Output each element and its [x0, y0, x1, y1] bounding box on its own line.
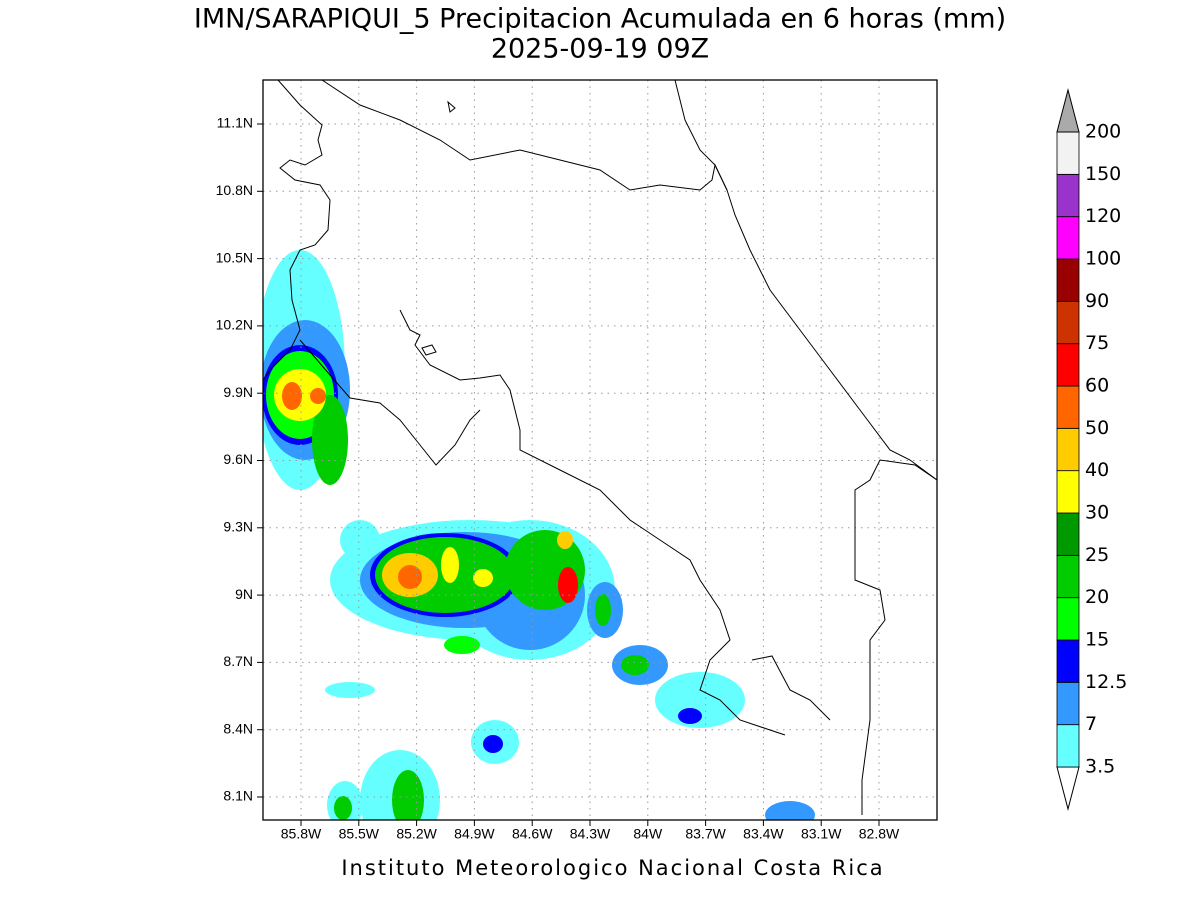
lon-label: 85.8W: [281, 826, 322, 842]
colorbar-label: 25: [1085, 544, 1109, 566]
subtitle: 2025-09-19 09Z: [491, 34, 709, 65]
precip-area: [334, 796, 352, 820]
colorbar-swatch: [1056, 681, 1080, 726]
lat-label: 8.7N: [223, 653, 253, 669]
lat-label: 9.9N: [223, 384, 253, 400]
lat-label: 10.2N: [216, 317, 253, 333]
lat-label: 10.5N: [216, 249, 253, 265]
precip-area: [558, 567, 578, 603]
coastline: [299, 339, 481, 466]
lat-label: 10.8N: [216, 182, 253, 198]
lon-label: 84W: [633, 826, 663, 842]
colorbar-label: 12.5: [1085, 671, 1127, 693]
precip-area: [310, 388, 326, 404]
colorbar-label: 20: [1085, 586, 1109, 608]
colorbar-label: 7: [1085, 713, 1097, 735]
lon-label: 84.6W: [512, 826, 553, 842]
lon-label: 83.4W: [743, 826, 784, 842]
precip-area: [398, 565, 422, 589]
lon-label: 85.5W: [339, 826, 380, 842]
colorbar-arrow: [1056, 88, 1080, 133]
island: [421, 344, 437, 356]
precip-area: [595, 594, 611, 626]
colorbar-label: 200: [1085, 121, 1121, 143]
precip-field: [263, 250, 815, 820]
precip-area: [473, 569, 493, 587]
precip-area: [444, 636, 480, 654]
colorbar-swatch: [1056, 131, 1080, 175]
lat-label: 9N: [235, 586, 253, 602]
island: [447, 100, 456, 113]
colorbar-swatch: [1056, 300, 1080, 345]
graticule: [263, 80, 937, 820]
colorbar-label: 60: [1085, 375, 1109, 397]
map-frame: [262, 79, 938, 821]
colorbar-label: 120: [1085, 205, 1121, 227]
coastline: [399, 309, 786, 736]
colorbar-swatch: [1056, 597, 1080, 641]
coastlines: [263, 80, 937, 815]
precip-area: [312, 395, 348, 485]
colorbar-label: 150: [1085, 163, 1121, 185]
lon-label: 84.9W: [454, 826, 495, 842]
colorbar-swatch: [1056, 385, 1080, 429]
colorbar-label: 15: [1085, 629, 1109, 651]
lon-label: 83.7W: [685, 826, 726, 842]
colorbar-swatch: [1056, 173, 1080, 218]
precip-area: [483, 735, 503, 753]
precip-area: [621, 655, 649, 675]
precip-area: [557, 531, 573, 549]
lat-label: 8.4N: [223, 720, 253, 736]
lat-label: 9.6N: [223, 451, 253, 467]
colorbar-swatch: [1056, 427, 1080, 472]
lat-label: 9.3N: [223, 519, 253, 535]
coastline: [674, 80, 937, 481]
colorbar: 3.5 7 12.5 15 20 25 30 40 50 60 75 90 100 120 150 200: [1056, 88, 1127, 811]
precip-area: [325, 682, 375, 698]
precip-area: [655, 672, 745, 728]
coastline: [751, 655, 831, 721]
colorbar-swatch: [1056, 258, 1080, 302]
lat-label: 8.1N: [223, 788, 253, 804]
colorbar-label: 40: [1085, 459, 1109, 481]
colorbar-swatch: [1056, 470, 1080, 514]
lat-label: 11.1N: [217, 115, 253, 131]
precip-area: [678, 708, 702, 724]
colorbar-label: 100: [1085, 248, 1121, 270]
footer: Instituto Meteorologico Nacional Costa R…: [341, 856, 884, 880]
precip-area: [441, 547, 459, 583]
lon-label: 84.3W: [570, 826, 611, 842]
colorbar-swatch: [1056, 724, 1080, 768]
lon-label: 83.1W: [801, 826, 842, 842]
precip-area: [765, 801, 815, 820]
border: [854, 459, 937, 815]
precip-area: [340, 520, 380, 560]
colorbar-swatch: [1056, 554, 1080, 599]
colorbar-label: 50: [1085, 417, 1109, 439]
colorbar-label: 30: [1085, 502, 1109, 524]
colorbar-label: 3.5: [1085, 756, 1115, 778]
map-axes: 11.1N 10.8N 10.5N 10.2N 9.9N 9.6N 9.3N 9N 8.7N 8.…: [216, 115, 900, 842]
precip-area: [282, 382, 302, 410]
colorbar-label: 75: [1085, 332, 1109, 354]
precip-area: [392, 770, 424, 820]
colorbar-label: 90: [1085, 290, 1109, 312]
colorbar-swatch: [1056, 216, 1080, 260]
lon-label: 82.8W: [859, 826, 900, 842]
colorbar-swatch: [1056, 512, 1080, 556]
coastline: [263, 80, 331, 381]
title: IMN/SARAPIQUI_5 Precipitacion Acumulada …: [194, 4, 1006, 35]
colorbar-arrow: [1056, 766, 1080, 811]
colorbar-swatch: [1056, 343, 1080, 387]
colorbar-swatch: [1056, 639, 1080, 683]
lon-label: 85.2W: [396, 826, 437, 842]
coastline: [321, 80, 728, 191]
